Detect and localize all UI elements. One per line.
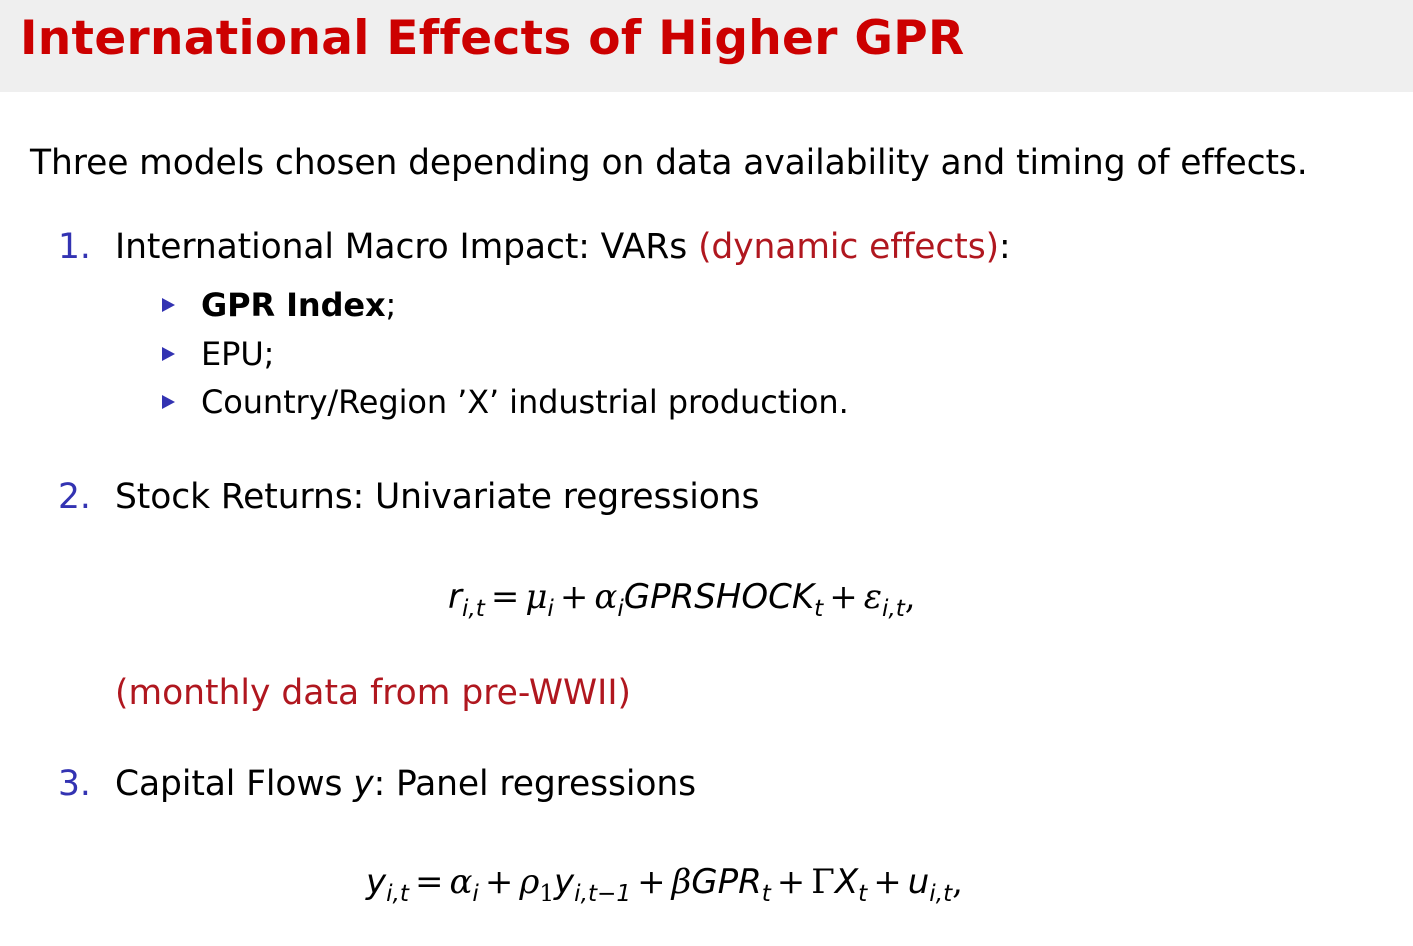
item-number-2: 2.: [58, 477, 91, 517]
item-text-3-var: y: [353, 764, 374, 804]
equation-capital-flows: yi,t = αi + ρ1yi,t−1 + βGPRt + ΓXt + ui,t,: [366, 862, 963, 907]
triangle-bullet-icon: [162, 347, 175, 361]
title-bar: International Effects of Higher GPR: [0, 0, 1413, 92]
data-note: (monthly data from pre-WWII): [115, 673, 631, 713]
slide-title: International Effects of Higher GPR: [20, 11, 965, 66]
equation-stock-returns: ri,t = μi + αiGPRSHOCKt + εi,t,: [448, 577, 916, 622]
item-text-3a: Capital Flows: [115, 764, 354, 804]
sub-bullet-text: EPU;: [201, 335, 275, 373]
item-number-3: 3.: [58, 764, 91, 804]
intro-text: Three models chosen depending on data av…: [30, 143, 1308, 183]
sub-bullet-bold: GPR Index: [201, 286, 386, 324]
sub-bullet-text: ;: [385, 286, 397, 324]
sub-bullet-1: GPR Index;: [162, 286, 396, 324]
item-text-2: Stock Returns: Univariate regressions: [115, 477, 760, 517]
item-highlight-1: (dynamic effects): [698, 227, 999, 267]
sub-bullet-2: EPU;: [162, 335, 274, 373]
item-suffix-1: :: [998, 227, 1011, 267]
list-item-3: 3. Capital Flows y: Panel regressions: [58, 764, 696, 805]
sub-bullet-3: Country/Region ’X’ industrial production…: [162, 383, 849, 421]
item-text-3b: : Panel regressions: [373, 764, 697, 804]
item-text-1: International Macro Impact: VARs: [115, 227, 688, 267]
sub-bullet-text: Country/Region ’X’ industrial production…: [201, 383, 849, 421]
triangle-bullet-icon: [162, 395, 175, 409]
list-item-2: 2. Stock Returns: Univariate regressions: [58, 477, 759, 518]
item-number-1: 1.: [58, 227, 91, 267]
triangle-bullet-icon: [162, 298, 175, 312]
list-item-1: 1. International Macro Impact: VARs (dyna…: [58, 227, 1011, 268]
